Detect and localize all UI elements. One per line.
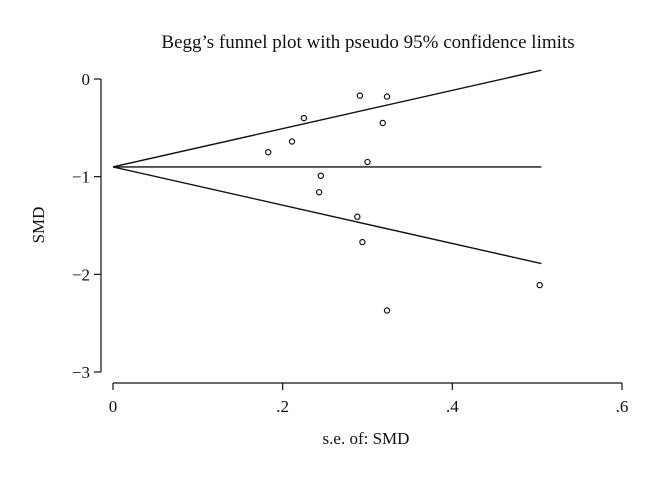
- y-axis-label: SMD: [29, 207, 48, 244]
- study-point: [317, 172, 325, 179]
- x-tick-label: .4: [446, 397, 459, 416]
- study-point: [536, 281, 543, 289]
- axes: 0 −1 −2 −3 0 .2 .4 .6: [72, 70, 628, 416]
- confidence-lines: [112, 69, 542, 265]
- study-point: [354, 213, 361, 220]
- study-point: [300, 114, 308, 122]
- y-tick-label: 0: [82, 70, 91, 89]
- study-point: [265, 149, 272, 156]
- study-point: [288, 138, 296, 145]
- study-point: [356, 92, 364, 99]
- study-point: [315, 189, 323, 196]
- study-point: [359, 238, 366, 246]
- study-point: [383, 93, 391, 100]
- x-tick-label: .2: [276, 397, 289, 416]
- y-tick-label: −3: [72, 363, 90, 382]
- y-tick-label: −2: [72, 265, 90, 284]
- study-point: [364, 158, 371, 166]
- x-tick-label: 0: [109, 397, 118, 416]
- x-tick-label: .6: [616, 397, 629, 416]
- x-axis-label: s.e. of: SMD: [323, 429, 410, 448]
- y-tick-label: −1: [72, 168, 90, 187]
- data-points: [265, 92, 543, 314]
- lower-confidence-limit-line: [112, 166, 542, 265]
- chart-title: Begg’s funnel plot with pseudo 95% confi…: [161, 32, 574, 53]
- study-point: [379, 119, 386, 127]
- study-point: [383, 307, 391, 314]
- upper-confidence-limit-line: [112, 69, 542, 168]
